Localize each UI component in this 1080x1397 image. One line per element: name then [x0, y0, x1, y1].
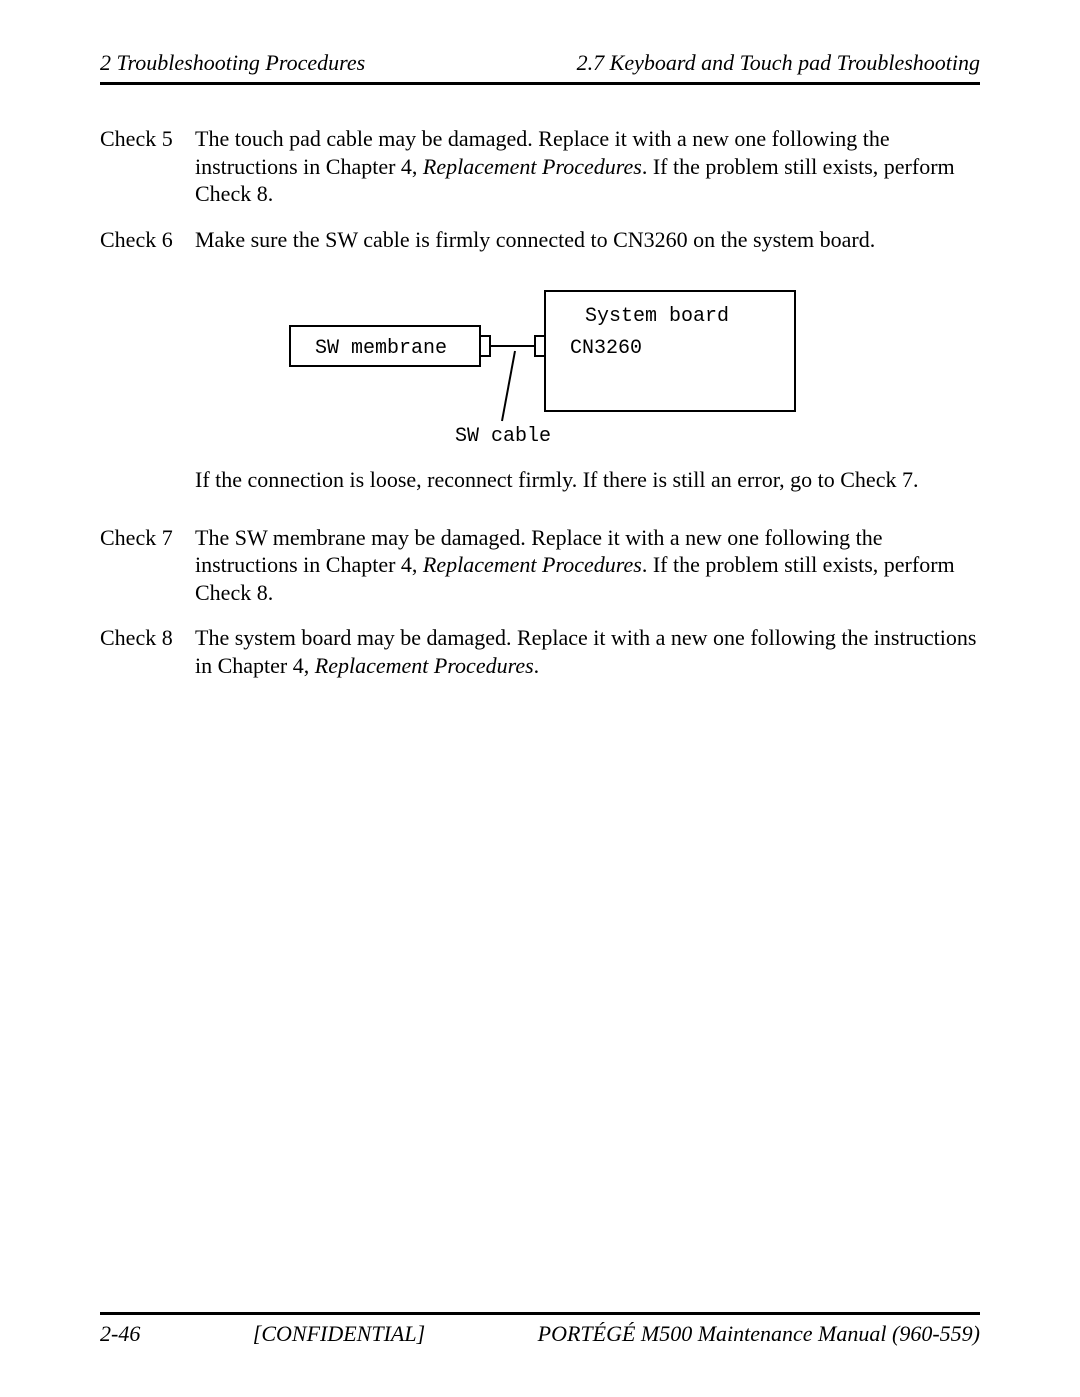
cn3260-label: CN3260 [570, 337, 642, 360]
after-diagram-text: If the connection is loose, reconnect fi… [195, 466, 980, 494]
check-body: The SW membrane may be damaged. Replace … [195, 524, 980, 607]
system-board-label: System board [585, 305, 729, 328]
footer-manual-title: PORTÉGÉ M500 Maintenance Manual (960-559… [538, 1321, 980, 1347]
check-label: Check 5 [100, 125, 195, 208]
footer-rule [100, 1312, 980, 1315]
check-row: Check 8The system board may be damaged. … [100, 624, 980, 679]
sw-cable-label: SW cable [455, 425, 551, 448]
emphasis-text: Replacement Procedures [315, 653, 534, 678]
check-row: Check 6Make sure the SW cable is firmly … [100, 226, 980, 254]
check-label: Check 6 [100, 226, 195, 254]
emphasis-text: Replacement Procedures [423, 552, 642, 577]
right-connector [535, 336, 545, 356]
checks-list-after-diagram: Check 7The SW membrane may be damaged. R… [100, 524, 980, 680]
cable-label-pointer [502, 351, 515, 421]
body-text: The system board may be damaged. Replace… [195, 625, 976, 678]
emphasis-text: Replacement Procedures [423, 154, 642, 179]
check-body: The system board may be damaged. Replace… [195, 624, 980, 679]
check-body: Make sure the SW cable is firmly connect… [195, 226, 980, 254]
checks-list-before-diagram: Check 5The touch pad cable may be damage… [100, 125, 980, 253]
check-body: The touch pad cable may be damaged. Repl… [195, 125, 980, 208]
header-left: 2 Troubleshooting Procedures [100, 50, 365, 76]
footer-page-number: 2-46 [100, 1321, 140, 1347]
left-connector [480, 336, 490, 356]
page-header: 2 Troubleshooting Procedures 2.7 Keyboar… [100, 50, 980, 80]
check-row: Check 7The SW membrane may be damaged. R… [100, 524, 980, 607]
body-text: . [534, 653, 540, 678]
page-footer: 2-46 [CONFIDENTIAL] PORTÉGÉ M500 Mainten… [100, 1312, 980, 1347]
check-label: Check 7 [100, 524, 195, 607]
check-row: Check 5The touch pad cable may be damage… [100, 125, 980, 208]
header-rule [100, 82, 980, 85]
page: 2 Troubleshooting Procedures 2.7 Keyboar… [0, 0, 1080, 1397]
check-label: Check 8 [100, 624, 195, 679]
diagram-container: SW membrane System board CN3260 SW cable [100, 271, 980, 451]
connection-diagram: SW membrane System board CN3260 SW cable [260, 271, 820, 451]
footer-confidential: [CONFIDENTIAL] [253, 1321, 425, 1347]
sw-membrane-label: SW membrane [315, 337, 447, 360]
body-text: Make sure the SW cable is firmly connect… [195, 227, 875, 252]
header-right: 2.7 Keyboard and Touch pad Troubleshooti… [577, 50, 980, 76]
footer-line: 2-46 [CONFIDENTIAL] PORTÉGÉ M500 Mainten… [100, 1321, 980, 1347]
